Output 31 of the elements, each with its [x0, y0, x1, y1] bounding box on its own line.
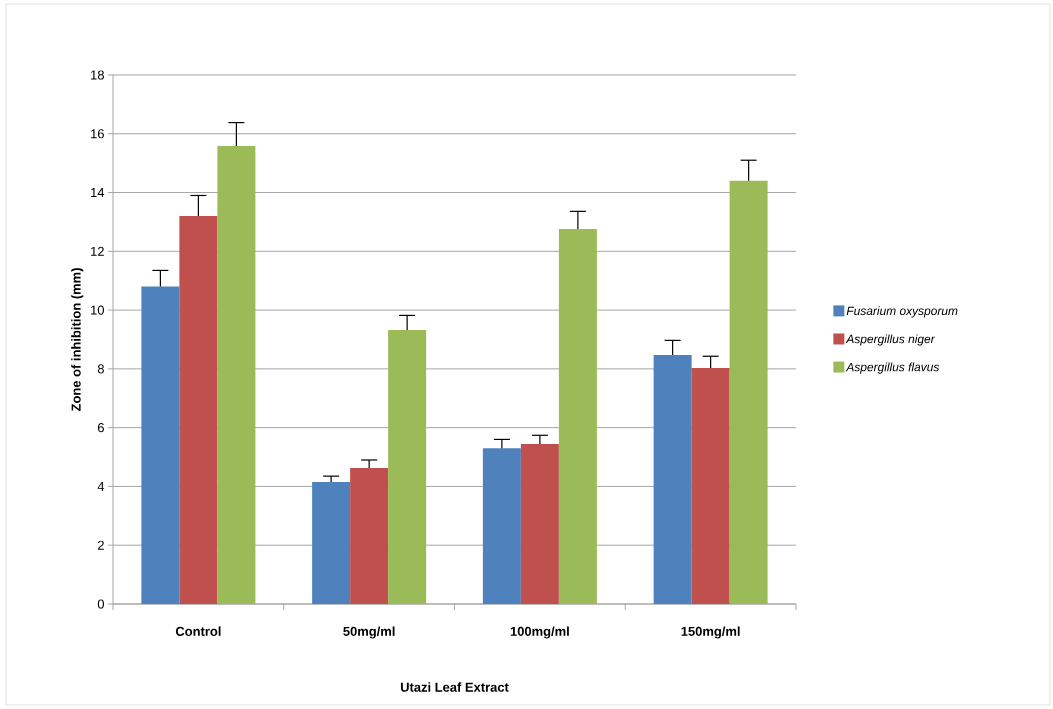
- y-tick-label: 4: [97, 481, 105, 491]
- x-tick-label: 150mg/ml: [681, 626, 740, 639]
- x-tick-label: 100mg/ml: [510, 626, 569, 639]
- bar: [691, 367, 730, 604]
- legend-label: Aspergillus flavus: [845, 362, 940, 374]
- bar: [653, 355, 692, 604]
- x-axis-title: Utazi Leaf Extract: [400, 682, 509, 692]
- bar: [388, 330, 427, 604]
- y-tick-label: 0: [97, 599, 105, 609]
- y-tick-label: 8: [97, 364, 104, 374]
- y-tick-label: 18: [91, 70, 104, 80]
- x-tick-label: Control: [175, 626, 221, 636]
- y-tick-label: 2: [97, 540, 104, 550]
- y-tick-label: 12: [91, 246, 104, 256]
- y-axis-title: Zone of inhibition (mm): [71, 268, 84, 412]
- y-tick-label: 6: [97, 423, 104, 433]
- bar: [179, 216, 218, 604]
- bar: [217, 146, 256, 604]
- y-tick-label: 14: [91, 188, 105, 197]
- x-tick-label: 50mg/ml: [343, 626, 395, 639]
- bar: [350, 467, 389, 604]
- bar: [520, 444, 559, 604]
- bar: [141, 286, 180, 604]
- legend-label: Fusarium oxysporum: [846, 306, 958, 318]
- y-tick-label: 10: [91, 305, 105, 315]
- bar: [729, 180, 768, 604]
- y-tick-label: 16: [91, 129, 104, 139]
- bar: [312, 482, 351, 604]
- bar: [558, 228, 597, 604]
- bar: [482, 448, 521, 604]
- legend-label: Aspergillus niger: [845, 334, 936, 346]
